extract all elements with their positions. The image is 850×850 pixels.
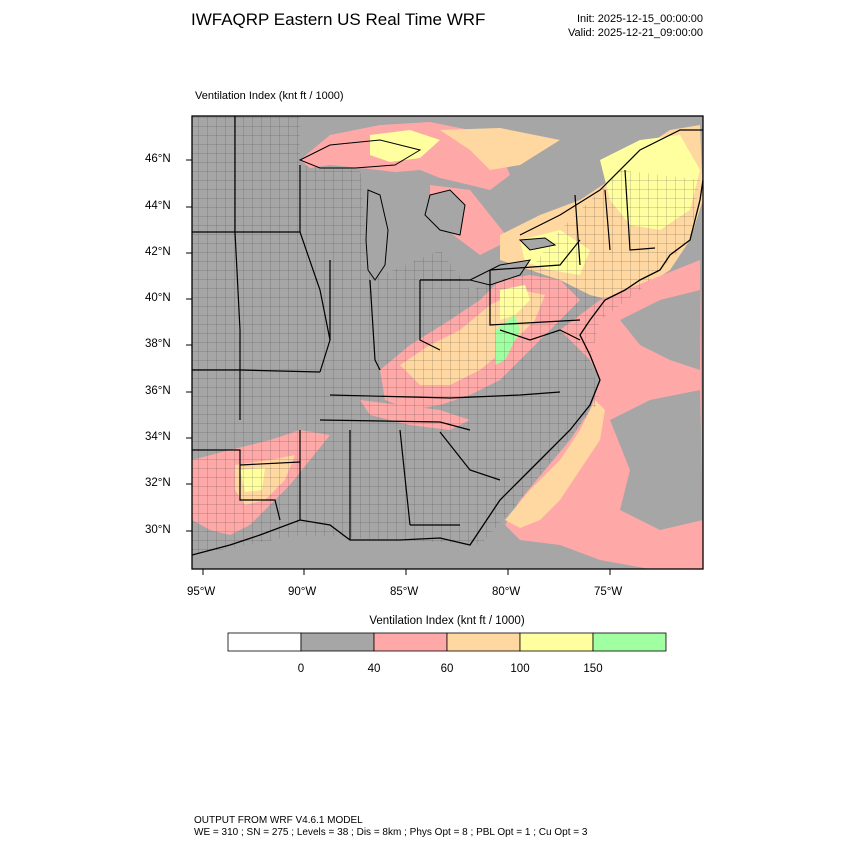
region-atlantic-low [620, 290, 700, 370]
lon-label-75: 75°W [594, 586, 623, 598]
lat-label-38: 38°N [145, 338, 171, 350]
valid-time: Valid: 2025-12-21_09:00:00 [568, 27, 703, 39]
map-field-title: Ventilation Index (knt ft / 1000) [195, 90, 344, 102]
legend-tick-60: 60 [440, 663, 454, 675]
lat-label-40: 40°N [145, 292, 171, 304]
state-borders [192, 116, 656, 540]
legend-tick-150: 150 [583, 663, 603, 675]
region-atlantic-60-100 [505, 400, 605, 528]
gulf-of-mexico [192, 535, 470, 569]
lat-ticks [186, 159, 192, 532]
lat-label-34: 34°N [145, 431, 171, 443]
legend-tick-100: 100 [510, 663, 530, 675]
lat-label-44: 44°N [145, 200, 171, 212]
legend-bin-2 [373, 632, 448, 652]
lat-label-46: 46°N [145, 153, 171, 165]
lon-label-90: 90°W [288, 586, 317, 598]
lon-label-80: 80°W [492, 586, 521, 598]
region-atlantic-low-2 [610, 390, 703, 530]
lat-label-30: 30°N [145, 524, 171, 536]
lake-huron [424, 189, 466, 236]
lat-label-32: 32°N [145, 477, 171, 489]
region-ontario-60-100 [440, 128, 560, 170]
legend-tick-0: 0 [297, 663, 305, 675]
lon-label-85: 85°W [390, 586, 419, 598]
legend-title: Ventilation Index (knt ft / 1000) [369, 615, 525, 627]
lon-label-95: 95°W [187, 586, 216, 598]
county-boundaries [192, 116, 700, 555]
map-plot-area [192, 116, 703, 569]
init-time: Init: 2025-12-15_00:00:00 [577, 13, 703, 25]
map-frame [191, 115, 704, 570]
legend-bin-4 [519, 632, 594, 652]
legend-bin-3 [446, 632, 521, 652]
lat-label-36: 36°N [145, 385, 171, 397]
footer-model: OUTPUT FROM WRF V4.6.1 MODEL [194, 815, 363, 826]
lat-label-42: 42°N [145, 246, 171, 258]
lon-ticks [202, 569, 611, 575]
legend-tick-40: 40 [367, 663, 381, 675]
coastline [192, 179, 703, 556]
legend-bin-1 [300, 632, 375, 652]
legend-bin-5 [592, 632, 667, 652]
legend-colorbar [227, 632, 667, 652]
page-title: IWFAQRP Eastern US Real Time WRF [191, 10, 486, 29]
canada-border-east [519, 129, 703, 236]
legend-bin-0 [227, 632, 302, 652]
footer-config: WE = 310 ; SN = 275 ; Levels = 38 ; Dis … [194, 827, 588, 838]
